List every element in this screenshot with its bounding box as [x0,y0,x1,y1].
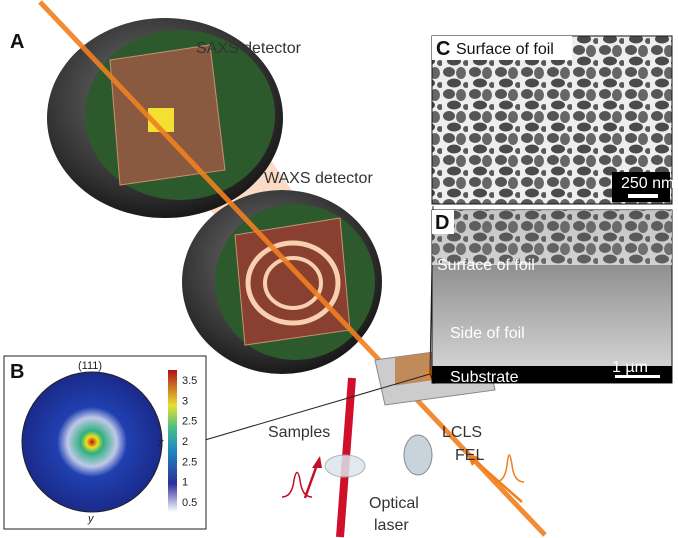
substrate-label: Substrate [450,369,519,386]
y-axis-label: y [87,513,95,525]
colorbar-tick-label: 0.5 [182,497,197,509]
scale-bar-label: 1 µm [612,359,648,376]
waxs-sensor [234,217,351,346]
x-axis-label: x [157,437,164,449]
optical-lens [324,454,366,478]
panel-label: A [10,31,24,53]
colorbar-tick-label: 2 [182,436,188,448]
samples-label: Samples [268,424,330,441]
diffraction-ring [245,240,341,326]
xray-beam [38,0,547,537]
colorbar-tick-label: 2.5 [182,456,197,468]
panel-c-header [432,36,572,60]
xray-lens [403,434,433,476]
waxs-label: WAXS detector [264,170,373,187]
colorbar-tick-label: 3.5 [182,375,197,387]
fel-label: FEL [455,447,484,464]
laser-label: laser [374,517,409,534]
panel-label: B [10,361,24,383]
saxs-label: SAXS detector [196,40,302,57]
panel-d-header [432,210,454,234]
xray-arrow [471,457,523,503]
panel-label: C [436,38,450,60]
optical-arrowhead [312,456,322,468]
connector [204,373,431,441]
surface-label: Surface of foil [437,257,535,274]
colorbar-tick-label: 3 [182,395,188,407]
scale-bar [615,375,660,378]
substrate [432,366,672,383]
panel-c-title: Surface of foil [456,41,554,58]
colorbar-tick-label: 1 [182,477,188,489]
optical-label: Optical [369,495,419,512]
diffraction-ring [263,256,323,310]
colorbar [168,370,177,512]
scale-bar-label: 250 nm [621,175,674,192]
optical-pulse [281,471,313,498]
colorbar-ticks: 3.5 3 2.5 2 2.5 1 0.5 [182,375,197,509]
side-label: Side of foil [450,325,525,342]
lcls-label: LCLS [442,424,482,441]
pole-figure [21,371,163,513]
xray-arrowhead [466,452,480,466]
xray-pulse [494,454,525,483]
scale-bar [628,194,658,198]
colorbar-tick-label: 2.5 [182,416,197,428]
panel-d-surface [432,210,672,265]
panel-label: D [435,212,449,234]
pole-title: (111) [78,360,102,372]
